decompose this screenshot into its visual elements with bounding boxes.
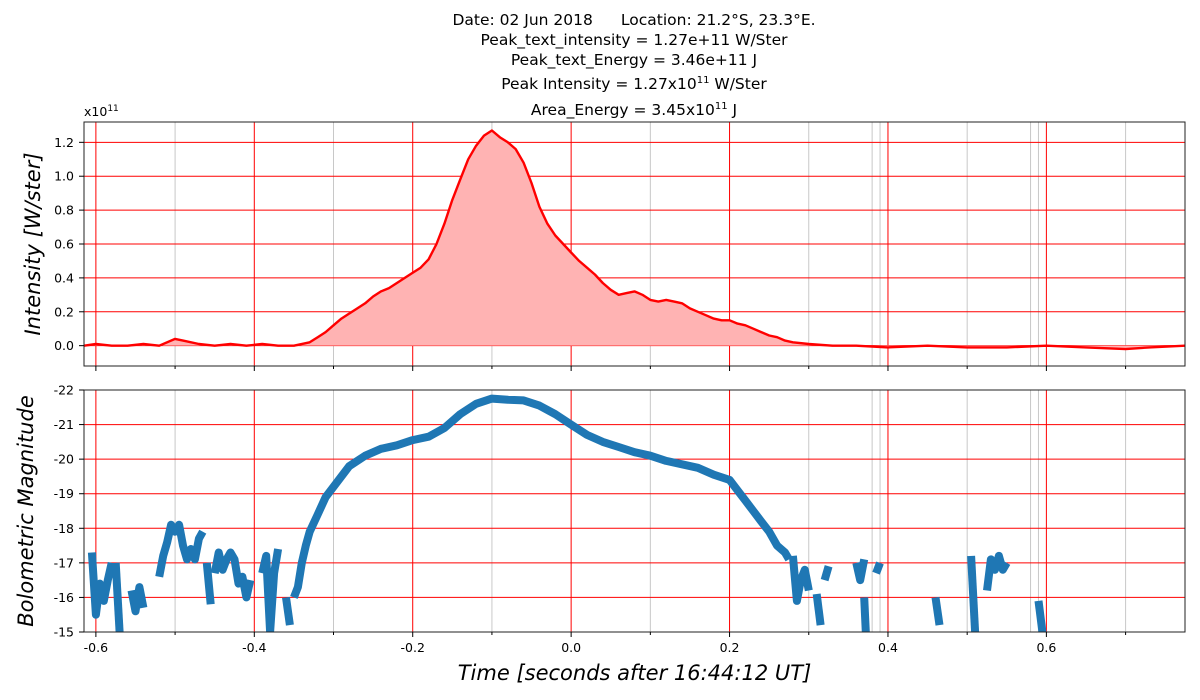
y-tick-label: -17 xyxy=(54,555,74,570)
magnitude-line-segment xyxy=(290,394,793,599)
intensity-panel: 0.0 0.2 0.4 0.6 0.8 1.0 1.2 Intensity [W/ster] x… xyxy=(21,104,1186,371)
magnitude-line-segment xyxy=(852,558,869,585)
magnitude-line-segment xyxy=(788,555,813,605)
y-tick-label: 0.6 xyxy=(54,237,74,252)
title-date: Date: 02 Jun 2018 xyxy=(452,11,593,29)
magnitude-line-segment xyxy=(258,548,283,632)
intensity-line xyxy=(84,129,1185,351)
magnitude-panel: -15 -16 -17 -18 -19 -20 -21 -22 Bolometric Magni… xyxy=(14,383,1186,685)
magnitude-line-segment xyxy=(820,565,833,582)
intensity-area-fill xyxy=(84,130,1185,350)
y-tick-label: 0.0 xyxy=(54,338,74,353)
area-energy-exp: 11 xyxy=(714,101,728,112)
magnitude-line-segment xyxy=(860,597,870,632)
figure-title: Date: 02 Jun 2018 Location: 21.2°S, 23.3°… xyxy=(84,10,1184,120)
title-peak-text-intensity: Peak_text_intensity = 1.27e+11 W/Ster xyxy=(480,31,788,49)
x-tick-label: -0.6 xyxy=(84,640,108,655)
y-tick-label: -15 xyxy=(54,625,74,640)
magnitude-line-segment xyxy=(872,561,884,575)
area-energy-unit: J xyxy=(727,101,738,119)
magnitude-line-segment xyxy=(983,551,1011,591)
y-tick-label: 1.2 xyxy=(54,135,74,150)
magnitude-line-segment xyxy=(202,562,215,605)
peak-intensity-exp: 11 xyxy=(696,75,710,86)
x-tick-label: -0.4 xyxy=(242,640,266,655)
offset-label: x1011 xyxy=(84,104,119,119)
title-area-energy: Area_Energy = 3.45x1011 J xyxy=(84,100,1184,120)
magnitude-line-segment xyxy=(111,562,124,632)
y-axis-label: Bolometric Magnitude xyxy=(14,395,38,627)
title-line-1: Date: 02 Jun 2018 Location: 21.2°S, 23.3°… xyxy=(84,10,1184,30)
title-peak-text-energy: Peak_text_Energy = 3.46e+11 J xyxy=(510,51,758,69)
magnitude-line-segment xyxy=(931,596,944,626)
axes-frame xyxy=(83,389,1186,633)
magnitude-line-segment xyxy=(1034,600,1047,632)
y-tick-label: -19 xyxy=(54,486,74,501)
area-energy-prefix: Area_Energy = 3.45x10 xyxy=(530,101,715,119)
y-tick-label: 0.8 xyxy=(54,203,74,218)
magnitude-line-segment xyxy=(812,593,825,626)
y-tick-label: -21 xyxy=(54,417,74,432)
title-location: Location: 21.2°S, 23.3°E. xyxy=(620,11,816,29)
y-tick-label: 0.4 xyxy=(54,270,74,285)
magnitude-line-segment xyxy=(87,552,116,619)
x-axis-label: Time [seconds after 16:44:12 UT] xyxy=(458,661,812,685)
y-tick-label: 0.2 xyxy=(54,304,74,319)
magnitude-line-segment xyxy=(282,596,294,626)
peak-intensity-prefix: Peak Intensity = 1.27x10 xyxy=(501,75,697,93)
magnitude-line-segment xyxy=(155,520,207,578)
x-tick-label: 0.6 xyxy=(1036,640,1056,655)
title-peak-intensity: Peak Intensity = 1.27x1011 W/Ster xyxy=(84,74,1184,94)
y-tick-label: -22 xyxy=(54,383,74,398)
y-tick-label: -18 xyxy=(54,521,74,536)
y-tick-label: -20 xyxy=(54,452,74,467)
magnitude-line-segment xyxy=(127,583,148,616)
x-tick-label: 0.0 xyxy=(561,640,581,655)
peak-intensity-unit: W/Ster xyxy=(709,75,767,93)
x-tick-label: -0.2 xyxy=(401,640,425,655)
y-tick-label: -16 xyxy=(54,590,74,605)
magnitude-line-segment xyxy=(967,555,980,632)
x-tick-label: 0.4 xyxy=(878,640,898,655)
y-tick-label: 1.0 xyxy=(54,169,74,184)
x-tick-label: 0.2 xyxy=(720,640,740,655)
y-axis-label: Intensity [W/ster] xyxy=(21,152,45,335)
magnitude-line-segment xyxy=(210,548,255,602)
